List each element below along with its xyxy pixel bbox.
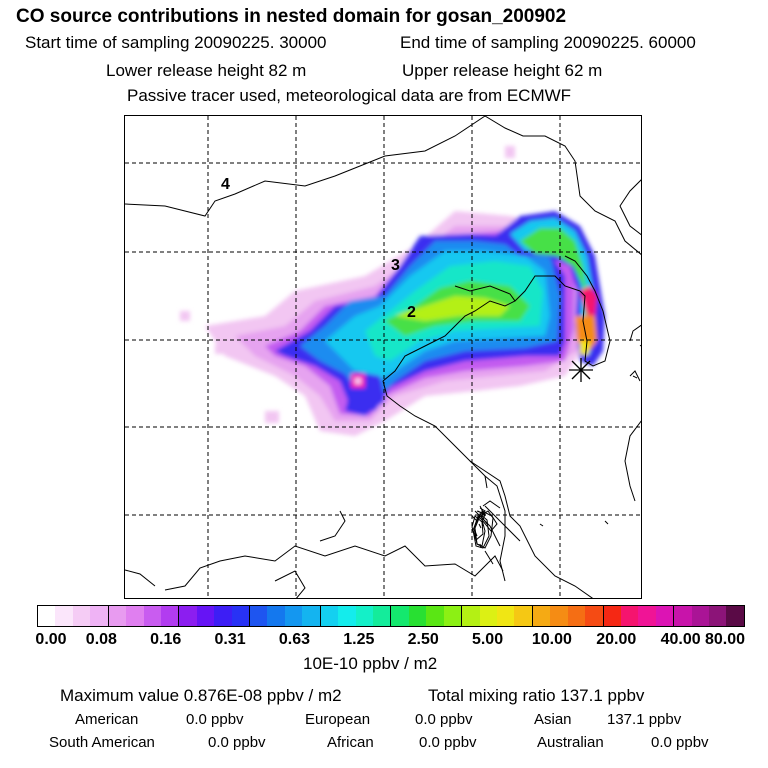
african-label: African — [327, 734, 374, 751]
colorbar-segment — [426, 606, 444, 626]
colorbar-segment — [726, 606, 744, 626]
colorbar-segment — [302, 606, 321, 626]
region-label-3: 3 — [391, 257, 400, 274]
colorbar-tick-label: 0.00 — [35, 631, 67, 648]
american-label: American — [75, 711, 139, 728]
colorbar-segment — [179, 606, 197, 626]
total-mixing-ratio: Total mixing ratio 137.1 ppbv — [428, 686, 645, 705]
map-panel: 4 3 2 — [124, 115, 642, 599]
colorbar-segment — [585, 606, 604, 626]
colorbar-tick-label: 10.00 — [531, 631, 572, 648]
colorbar-segment — [638, 606, 656, 626]
asian-value: 137.1 ppbv — [607, 711, 682, 728]
colorbar-tick-label: 0.31 — [214, 631, 246, 648]
colorbar-tick-label: 1.25 — [343, 631, 375, 648]
colorbar-segment — [214, 606, 232, 626]
colorbar-tick-label: 0.16 — [150, 631, 182, 648]
colorbar-segment — [514, 606, 533, 626]
american-value: 0.0 ppbv — [186, 711, 244, 728]
colorbar-unit-label: 10E-10 ppbv / m2 — [303, 654, 438, 673]
colorbar-segment — [655, 606, 675, 626]
colorbar-segment — [38, 606, 56, 626]
colorbar-segment — [691, 606, 710, 626]
colorbar-segment — [143, 606, 161, 626]
colorbar-tick-label: 0.08 — [85, 631, 117, 648]
australian-label: Australian — [537, 734, 604, 751]
colorbar-segment — [479, 606, 497, 626]
plume-layer — [180, 146, 605, 436]
south-american-label: South American — [49, 734, 155, 751]
colorbar-segment — [620, 606, 639, 626]
colorbar-tick-label: 2.50 — [407, 631, 439, 648]
colorbar-segment — [90, 606, 109, 626]
colorbar-segment — [674, 606, 692, 626]
start-time: Start time of sampling 20090225. 30000 — [25, 33, 327, 52]
taiwan-outline — [474, 510, 494, 549]
colorbar-segment — [373, 606, 392, 626]
colorbar-segment — [355, 606, 374, 626]
colorbar-segment — [267, 606, 285, 626]
map-svg: 4 3 2 — [125, 116, 641, 598]
colorbar-segment — [550, 606, 568, 626]
colorbar-segment — [443, 606, 463, 626]
australian-value: 0.0 ppbv — [651, 734, 709, 751]
region-label-4: 4 — [221, 176, 230, 193]
european-value: 0.0 ppbv — [415, 711, 473, 728]
lat-lon-grid — [125, 116, 641, 598]
region-label-2: 2 — [407, 304, 416, 321]
colorbar-segment — [338, 606, 356, 626]
colorbar-tick-label: 5.00 — [471, 631, 504, 648]
colorbar-segment — [496, 606, 515, 626]
colorbar-tick-label: 0.63 — [278, 631, 311, 648]
colorbar — [37, 605, 745, 627]
coastlines — [125, 116, 641, 598]
colorbar-tick-label: 40.00 — [660, 631, 701, 648]
end-time: End time of sampling 20090225. 60000 — [400, 33, 696, 52]
lower-release-height: Lower release height 82 m — [106, 61, 307, 80]
asian-label: Asian — [534, 711, 572, 728]
tracer-note: Passive tracer used, meteorological data… — [127, 86, 572, 105]
colorbar-segment — [72, 606, 91, 626]
colorbar-segment — [250, 606, 268, 626]
colorbar-segment — [196, 606, 215, 626]
max-value: Maximum value 0.876E-08 ppbv / m2 — [60, 686, 342, 705]
colorbar-segment — [391, 606, 409, 626]
colorbar-tick-label: 80.00 — [704, 631, 746, 648]
colorbar-segment — [55, 606, 73, 626]
colorbar-segment — [126, 606, 144, 626]
south-american-value: 0.0 ppbv — [208, 734, 266, 751]
plot-title: CO source contributions in nested domain… — [16, 6, 567, 27]
colorbar-segment — [709, 606, 727, 626]
receptor-marker — [569, 358, 593, 382]
colorbar-segment — [532, 606, 551, 626]
colorbar-segment — [603, 606, 621, 626]
colorbar-segment — [567, 606, 586, 626]
african-value: 0.0 ppbv — [419, 734, 477, 751]
colorbar-segment — [462, 606, 480, 626]
european-label: European — [305, 711, 371, 728]
colorbar-segment — [108, 606, 127, 626]
upper-release-height: Upper release height 62 m — [402, 61, 603, 80]
colorbar-segment — [408, 606, 427, 626]
colorbar-segment — [284, 606, 303, 626]
colorbar-segment — [231, 606, 251, 626]
colorbar-segment — [320, 606, 339, 626]
colorbar-tick-label: 20.00 — [596, 631, 637, 648]
colorbar-segment — [160, 606, 180, 626]
